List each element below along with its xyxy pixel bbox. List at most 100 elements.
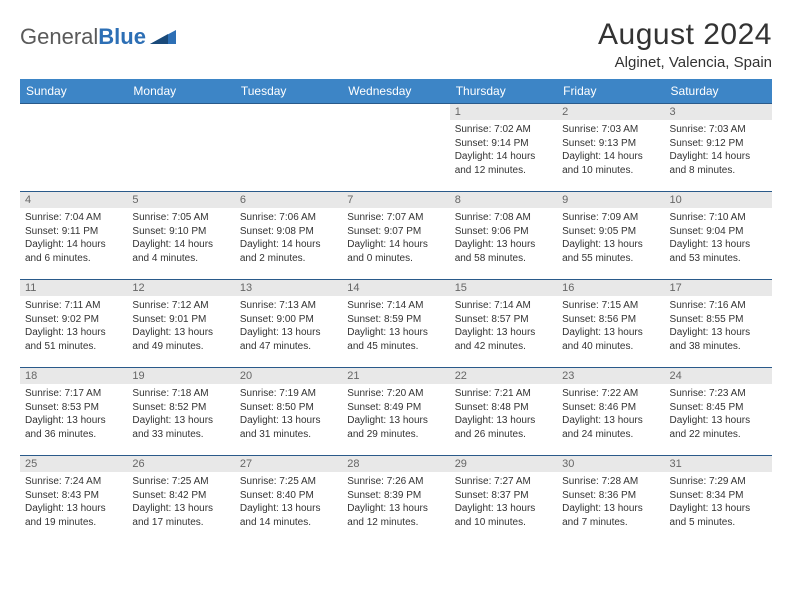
day-details: Sunrise: 7:13 AMSunset: 9:00 PMDaylight:… bbox=[235, 296, 342, 356]
day-cell: 26Sunrise: 7:25 AMSunset: 8:42 PMDayligh… bbox=[127, 456, 234, 544]
day-header-row: SundayMondayTuesdayWednesdayThursdayFrid… bbox=[20, 79, 772, 104]
day-number: 3 bbox=[665, 104, 772, 120]
day-number: 16 bbox=[557, 280, 664, 296]
title-block: August 2024 Alginet, Valencia, Spain bbox=[598, 18, 772, 71]
day-cell: 24Sunrise: 7:23 AMSunset: 8:45 PMDayligh… bbox=[665, 368, 772, 456]
day-cell: 6Sunrise: 7:06 AMSunset: 9:08 PMDaylight… bbox=[235, 192, 342, 280]
day-details: Sunrise: 7:10 AMSunset: 9:04 PMDaylight:… bbox=[665, 208, 772, 268]
day-details: Sunrise: 7:25 AMSunset: 8:42 PMDaylight:… bbox=[127, 472, 234, 532]
day-details: Sunrise: 7:26 AMSunset: 8:39 PMDaylight:… bbox=[342, 472, 449, 532]
day-number: 4 bbox=[20, 192, 127, 208]
day-number: 22 bbox=[450, 368, 557, 384]
day-header: Saturday bbox=[665, 79, 772, 104]
day-details: Sunrise: 7:17 AMSunset: 8:53 PMDaylight:… bbox=[20, 384, 127, 444]
day-header: Friday bbox=[557, 79, 664, 104]
day-cell: 21Sunrise: 7:20 AMSunset: 8:49 PMDayligh… bbox=[342, 368, 449, 456]
day-number: 21 bbox=[342, 368, 449, 384]
day-number: 8 bbox=[450, 192, 557, 208]
day-number: 12 bbox=[127, 280, 234, 296]
day-number: 7 bbox=[342, 192, 449, 208]
day-details: Sunrise: 7:22 AMSunset: 8:46 PMDaylight:… bbox=[557, 384, 664, 444]
day-cell: 14Sunrise: 7:14 AMSunset: 8:59 PMDayligh… bbox=[342, 280, 449, 368]
day-number: 6 bbox=[235, 192, 342, 208]
month-title: August 2024 bbox=[598, 18, 772, 52]
day-details: Sunrise: 7:05 AMSunset: 9:10 PMDaylight:… bbox=[127, 208, 234, 268]
day-number: 24 bbox=[665, 368, 772, 384]
day-number: 11 bbox=[20, 280, 127, 296]
day-details: Sunrise: 7:15 AMSunset: 8:56 PMDaylight:… bbox=[557, 296, 664, 356]
day-number: 13 bbox=[235, 280, 342, 296]
day-cell: 13Sunrise: 7:13 AMSunset: 9:00 PMDayligh… bbox=[235, 280, 342, 368]
day-details: Sunrise: 7:03 AMSunset: 9:12 PMDaylight:… bbox=[665, 120, 772, 180]
day-cell: 27Sunrise: 7:25 AMSunset: 8:40 PMDayligh… bbox=[235, 456, 342, 544]
day-cell: . bbox=[20, 104, 127, 192]
day-details: Sunrise: 7:09 AMSunset: 9:05 PMDaylight:… bbox=[557, 208, 664, 268]
week-row: 25Sunrise: 7:24 AMSunset: 8:43 PMDayligh… bbox=[20, 456, 772, 544]
day-details: Sunrise: 7:04 AMSunset: 9:11 PMDaylight:… bbox=[20, 208, 127, 268]
day-cell: 15Sunrise: 7:14 AMSunset: 8:57 PMDayligh… bbox=[450, 280, 557, 368]
day-cell: 2Sunrise: 7:03 AMSunset: 9:13 PMDaylight… bbox=[557, 104, 664, 192]
day-details: Sunrise: 7:12 AMSunset: 9:01 PMDaylight:… bbox=[127, 296, 234, 356]
day-details: Sunrise: 7:21 AMSunset: 8:48 PMDaylight:… bbox=[450, 384, 557, 444]
day-details: Sunrise: 7:24 AMSunset: 8:43 PMDaylight:… bbox=[20, 472, 127, 532]
day-number: 1 bbox=[450, 104, 557, 120]
day-cell: 31Sunrise: 7:29 AMSunset: 8:34 PMDayligh… bbox=[665, 456, 772, 544]
header: GeneralBlue August 2024 Alginet, Valenci… bbox=[20, 18, 772, 71]
day-number: 9 bbox=[557, 192, 664, 208]
logo-text: GeneralBlue bbox=[20, 24, 146, 50]
day-details: Sunrise: 7:18 AMSunset: 8:52 PMDaylight:… bbox=[127, 384, 234, 444]
week-row: 11Sunrise: 7:11 AMSunset: 9:02 PMDayligh… bbox=[20, 280, 772, 368]
day-number: 28 bbox=[342, 456, 449, 472]
calendar-table: SundayMondayTuesdayWednesdayThursdayFrid… bbox=[20, 79, 772, 544]
day-number: 26 bbox=[127, 456, 234, 472]
day-header: Sunday bbox=[20, 79, 127, 104]
day-cell: 10Sunrise: 7:10 AMSunset: 9:04 PMDayligh… bbox=[665, 192, 772, 280]
logo-word-general: General bbox=[20, 24, 98, 49]
day-number: 31 bbox=[665, 456, 772, 472]
day-details: Sunrise: 7:11 AMSunset: 9:02 PMDaylight:… bbox=[20, 296, 127, 356]
day-cell: 9Sunrise: 7:09 AMSunset: 9:05 PMDaylight… bbox=[557, 192, 664, 280]
day-cell: 7Sunrise: 7:07 AMSunset: 9:07 PMDaylight… bbox=[342, 192, 449, 280]
day-header: Monday bbox=[127, 79, 234, 104]
day-cell: 25Sunrise: 7:24 AMSunset: 8:43 PMDayligh… bbox=[20, 456, 127, 544]
day-details: Sunrise: 7:19 AMSunset: 8:50 PMDaylight:… bbox=[235, 384, 342, 444]
day-header: Tuesday bbox=[235, 79, 342, 104]
day-number: 27 bbox=[235, 456, 342, 472]
day-cell: 12Sunrise: 7:12 AMSunset: 9:01 PMDayligh… bbox=[127, 280, 234, 368]
day-details: Sunrise: 7:27 AMSunset: 8:37 PMDaylight:… bbox=[450, 472, 557, 532]
day-cell: 28Sunrise: 7:26 AMSunset: 8:39 PMDayligh… bbox=[342, 456, 449, 544]
day-details: Sunrise: 7:14 AMSunset: 8:57 PMDaylight:… bbox=[450, 296, 557, 356]
day-number: 14 bbox=[342, 280, 449, 296]
day-cell: 30Sunrise: 7:28 AMSunset: 8:36 PMDayligh… bbox=[557, 456, 664, 544]
day-cell: 8Sunrise: 7:08 AMSunset: 9:06 PMDaylight… bbox=[450, 192, 557, 280]
logo: GeneralBlue bbox=[20, 18, 176, 50]
day-cell: 29Sunrise: 7:27 AMSunset: 8:37 PMDayligh… bbox=[450, 456, 557, 544]
day-cell: . bbox=[235, 104, 342, 192]
logo-word-blue: Blue bbox=[98, 24, 146, 49]
day-cell: 18Sunrise: 7:17 AMSunset: 8:53 PMDayligh… bbox=[20, 368, 127, 456]
week-row: 18Sunrise: 7:17 AMSunset: 8:53 PMDayligh… bbox=[20, 368, 772, 456]
logo-triangle-icon bbox=[150, 26, 176, 49]
day-details: Sunrise: 7:08 AMSunset: 9:06 PMDaylight:… bbox=[450, 208, 557, 268]
day-cell: 5Sunrise: 7:05 AMSunset: 9:10 PMDaylight… bbox=[127, 192, 234, 280]
day-header: Wednesday bbox=[342, 79, 449, 104]
day-number: 18 bbox=[20, 368, 127, 384]
day-details: Sunrise: 7:28 AMSunset: 8:36 PMDaylight:… bbox=[557, 472, 664, 532]
day-number: 2 bbox=[557, 104, 664, 120]
day-cell: 20Sunrise: 7:19 AMSunset: 8:50 PMDayligh… bbox=[235, 368, 342, 456]
day-details: Sunrise: 7:03 AMSunset: 9:13 PMDaylight:… bbox=[557, 120, 664, 180]
day-cell: 11Sunrise: 7:11 AMSunset: 9:02 PMDayligh… bbox=[20, 280, 127, 368]
week-row: 4Sunrise: 7:04 AMSunset: 9:11 PMDaylight… bbox=[20, 192, 772, 280]
day-cell: 22Sunrise: 7:21 AMSunset: 8:48 PMDayligh… bbox=[450, 368, 557, 456]
week-row: ....1Sunrise: 7:02 AMSunset: 9:14 PMDayl… bbox=[20, 104, 772, 192]
day-cell: 19Sunrise: 7:18 AMSunset: 8:52 PMDayligh… bbox=[127, 368, 234, 456]
day-number: 29 bbox=[450, 456, 557, 472]
day-details: Sunrise: 7:06 AMSunset: 9:08 PMDaylight:… bbox=[235, 208, 342, 268]
location-text: Alginet, Valencia, Spain bbox=[598, 54, 772, 71]
day-number: 5 bbox=[127, 192, 234, 208]
day-details: Sunrise: 7:14 AMSunset: 8:59 PMDaylight:… bbox=[342, 296, 449, 356]
day-details: Sunrise: 7:16 AMSunset: 8:55 PMDaylight:… bbox=[665, 296, 772, 356]
day-number: 23 bbox=[557, 368, 664, 384]
day-number: 25 bbox=[20, 456, 127, 472]
day-details: Sunrise: 7:02 AMSunset: 9:14 PMDaylight:… bbox=[450, 120, 557, 180]
